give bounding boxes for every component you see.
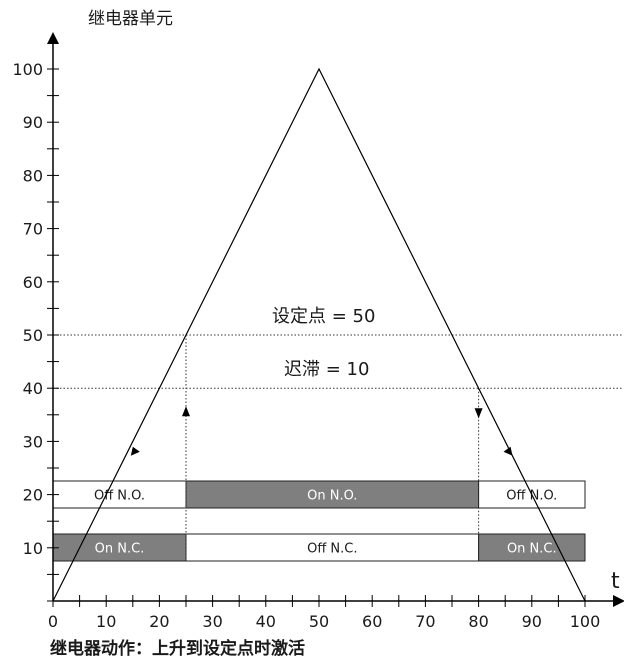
nc-bar-segment-label: Off N.C. [307,542,357,557]
y-tick-label: 60 [23,273,43,292]
rising-direction-arrow [130,446,140,456]
no-bar-segment [185,480,480,509]
x-tick-label: 30 [202,612,222,631]
nc-bar-segment-label: On N.C. [507,542,557,557]
no-bar-segment-label: On N.O. [307,489,357,504]
signal-line [52,67,586,602]
switch-point-guides [182,335,483,560]
y-tick-label: 100 [12,60,43,79]
x-tick-label: 20 [149,612,169,631]
hysteresis-label: 迟滞 = 10 [284,359,369,380]
no-bar-segment-label: Off N.O. [94,489,145,504]
no-bar-segment [52,480,187,509]
tick-marks: 0 10 20 30 40 50 60 70 80 90 100 10 20 30 40 50 60 70 80 90… [12,60,600,631]
y-tick-label: 10 [23,539,43,558]
x-tick-label: 70 [415,612,435,631]
caption: 继电器动作：上升到设定点时激活 [50,638,305,659]
fall-guide-arrow [474,408,483,419]
y-axis-label: 继电器单元 [88,9,173,29]
x-tick-label: 10 [96,612,116,631]
x-tick-label: 90 [522,612,542,631]
signal-curve [52,67,586,602]
x-tick-label: 0 [48,612,58,631]
x-tick-label: 80 [468,612,488,631]
relay-state-bars: Off N.O. On N.O. Off N.O. On N.C. Off N.C. On… [52,480,586,562]
x-tick-label: 60 [362,612,382,631]
axes [47,32,624,607]
no-bar-segment-label: Off N.O. [506,489,557,504]
x-tick-label: 100 [570,612,601,631]
y-tick-label: 20 [23,486,43,505]
setpoint-label: 设定点 = 50 [272,306,375,327]
y-tick-label: 90 [23,113,43,132]
x-tick-label: 40 [256,612,276,631]
nc-bar-segment [185,533,480,562]
reference-lines [53,334,622,389]
rise-guide-arrow [182,406,190,417]
falling-direction-arrow [503,446,513,456]
x-tick-label: 50 [309,612,329,631]
x-axis-label: t [611,569,620,594]
y-tick-label: 40 [23,379,43,398]
nc-bar-segment-label: On N.C. [95,542,145,557]
y-tick-label: 50 [23,326,43,345]
y-tick-label: 30 [23,432,43,451]
y-tick-label: 70 [23,220,43,239]
nc-bar-segment [478,533,586,562]
y-tick-label: 80 [23,166,43,185]
